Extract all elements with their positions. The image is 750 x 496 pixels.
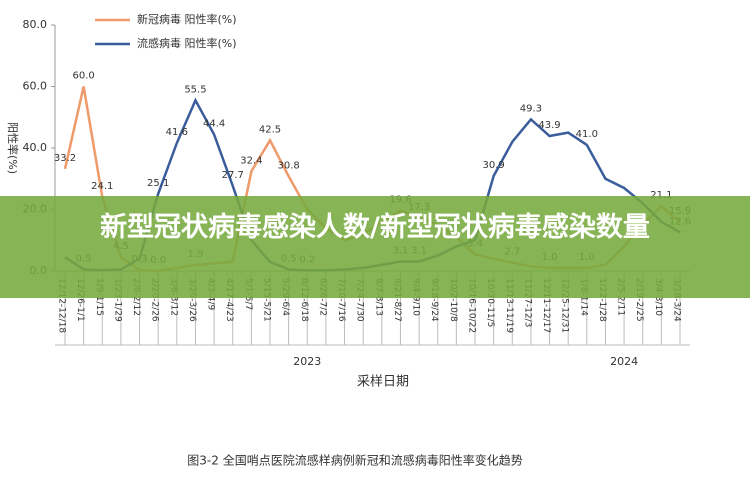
x-tick-label: 7/24-7/30 [355, 278, 365, 322]
x-tick-label: 4/17-4/23 [224, 278, 234, 322]
legend-label: 流感病毒 阳性率(%) [137, 36, 237, 50]
x-tick-label: 2/19-2/25 [634, 278, 644, 322]
data-label: 43.9 [538, 120, 560, 131]
data-label: 24.1 [91, 181, 113, 192]
banner: 新型冠状病毒感染人数/新型冠状病毒感染数量 [0, 196, 750, 298]
x-tick-label: 8/21-8/27 [392, 278, 402, 322]
data-label: 21.1 [650, 190, 672, 201]
x-tick-label: 12/25-12/31 [560, 278, 570, 333]
data-label: 55.5 [184, 84, 206, 95]
data-label: 30.8 [278, 160, 300, 171]
data-label: 32.4 [240, 155, 262, 166]
x-tick-label: 10/2-10/8 [448, 278, 458, 322]
x-tick-label: 3/18-3/24 [672, 278, 682, 322]
y-tick-label: 80.0 [23, 18, 48, 31]
x-tick-label: 1/22-1/28 [597, 278, 607, 322]
x-tick-label: 7/10-7/16 [336, 278, 346, 322]
data-label: 41.6 [166, 127, 188, 138]
legend-label: 新冠病毒 阳性率(%) [137, 12, 237, 26]
x-tick-label: 10/30-11/5 [485, 278, 495, 327]
x-tick-label: 1/23-1/29 [112, 278, 122, 322]
x-tick-label: 12/12-12/18 [57, 278, 67, 333]
x-tick-label: 12/26-1/1 [75, 278, 85, 322]
year-label: 2024 [610, 355, 638, 368]
y-tick-label: 40.0 [23, 141, 48, 154]
data-label: 44.4 [203, 118, 225, 129]
x-tick-label: 11/13-11/19 [504, 278, 514, 333]
x-tick-label: 5/15-5/21 [262, 278, 272, 322]
x-tick-label: 6/12-6/18 [299, 278, 309, 322]
year-label: 2023 [293, 355, 321, 368]
x-tick-label: 11/27-12/3 [522, 278, 532, 327]
x-tick-label: 3/20-3/26 [187, 278, 197, 322]
y-tick-label: 60.0 [23, 80, 48, 93]
data-label: 42.5 [259, 124, 281, 135]
x-tick-label: 12/11-12/17 [541, 278, 551, 333]
data-label: 25.1 [147, 178, 169, 189]
x-axis-title: 采样日期 [357, 375, 409, 390]
data-label: 60.0 [73, 71, 95, 82]
data-label: 41.0 [576, 129, 598, 140]
y-axis-title: 阳性率(%) [6, 122, 20, 174]
x-tick-label: 10/16-10/22 [467, 278, 477, 333]
data-label: 30.9 [483, 160, 505, 171]
caption: 图3-2 全国哨点医院流感样病例新冠和流感病毒阳性率变化趋势 [187, 453, 522, 468]
data-label: 33.2 [54, 153, 76, 164]
data-label: 49.3 [520, 103, 542, 114]
data-label: 27.7 [222, 170, 244, 181]
x-tick-label: 9/18-9/24 [429, 278, 439, 322]
x-tick-label: 2/20-2/26 [150, 278, 160, 322]
